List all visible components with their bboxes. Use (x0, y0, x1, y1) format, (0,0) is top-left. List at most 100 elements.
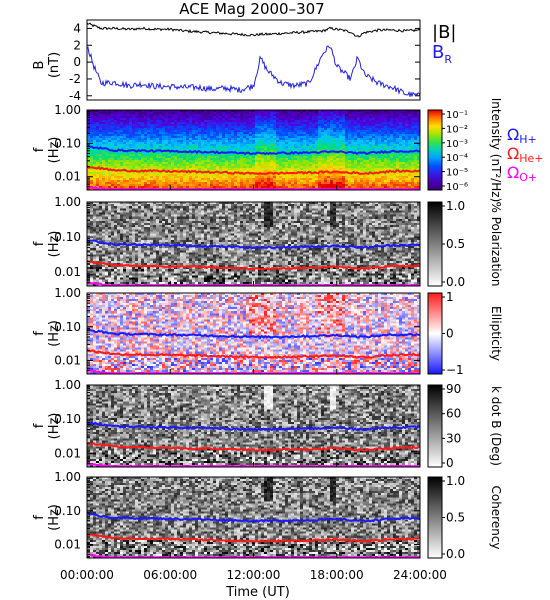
y-tick-label: -2 (69, 72, 81, 86)
colorbar-tick-label: 1.0 (446, 199, 465, 213)
y-axis-label-f: f (32, 515, 47, 520)
omega-o-sub: O+ (519, 171, 537, 184)
colorbar-tick-label: 10⁻⁴ (446, 153, 468, 164)
colorbar-tick-label: 0.0 (446, 275, 465, 289)
y-axis-label-f: f (32, 147, 47, 152)
colorbar (427, 292, 443, 375)
y-tick-label: 0.10 (54, 504, 81, 518)
y-tick-label: 0.01 (54, 354, 81, 368)
omega-h-line (86, 512, 421, 524)
spectral-panels: 1.000.100.01f (Hz)10⁻¹10⁻²10⁻³10⁻⁴10⁻⁵10⁻… (32, 98, 503, 561)
colorbar-label: Ellipticity (489, 306, 503, 361)
panel-frame (86, 19, 421, 101)
omega-h-line (86, 145, 421, 156)
colorbar-tick-label: 1.0 (446, 474, 465, 488)
omega-symbol: Ω (507, 125, 519, 144)
y-axis-label-unit: (Hz) (47, 320, 62, 347)
colorbar-tick-label: 0 (446, 327, 454, 341)
y-axis-label-unit: (Hz) (47, 137, 62, 164)
y-tick-label: 0.10 (54, 412, 81, 426)
omega-he-line (86, 349, 421, 359)
panel-power-spectrum: 1.00 0.10 0.01 f (Hz) 10⁻¹ 10⁻² 10⁻³ 10⁻⁴ 10⁻⁵ 10⁻… (32, 98, 503, 203)
colorbar-tick-label: 10⁻⁶ (446, 182, 468, 193)
y-tick-label: 0 (73, 55, 81, 69)
y-tick-label: 0.01 (54, 265, 81, 279)
colorbar-label: Coherency (489, 485, 503, 549)
colorbar (427, 201, 443, 287)
legend-B-R-letter: B (432, 42, 444, 63)
y-tick-label: 0.01 (54, 446, 81, 460)
legend-B-R: BR (432, 42, 452, 66)
gyrofrequency-legend: ΩH+ ΩHe+ ΩO+ (507, 125, 544, 184)
colorbar-tick-label: 30 (446, 431, 461, 445)
omega-symbol: Ω (507, 144, 519, 163)
y-axis-label-unit: (Hz) (47, 504, 62, 531)
x-tick-label: 12:00:00 (227, 568, 281, 582)
omega-he-line (86, 165, 421, 176)
omega-he-line (86, 441, 421, 453)
y-axis-label-f: f (32, 331, 47, 336)
omega-symbol: Ω (507, 163, 519, 182)
y-tick-label: 0.10 (54, 320, 81, 334)
panel-k-dot-b: 1.00 0.10 0.01 f (Hz) 90 60 30 0 k dot B (Deg) (32, 378, 503, 470)
y-tick-label: 1.00 (54, 286, 81, 300)
colorbar-label: k dot B (Deg) (489, 386, 503, 466)
legend-B-R-sub: R (444, 53, 452, 66)
x-tick-label: 18:00:00 (310, 568, 364, 582)
omega-he-sub: He+ (519, 152, 543, 165)
series-B-total (86, 22, 421, 38)
legend-omega-he: ΩHe+ (507, 144, 544, 165)
panel-polarization: 1.00 0.10 0.01 f (Hz) 1.0 0.5 0.0 % Polarization (32, 195, 503, 289)
y-tick-label: 0.10 (54, 230, 81, 244)
colorbar-tick-label: 90 (446, 382, 461, 396)
figure-title: ACE Mag 2000–307 (179, 0, 324, 18)
colorbar-label: Intensity (nT²/Hz) (489, 98, 503, 203)
y-axis-label-unit: (Hz) (47, 413, 62, 440)
omega-h-sub: H+ (519, 133, 537, 146)
x-axis-label: Time (UT) (225, 585, 290, 600)
x-tick-label: 00:00:00 (60, 568, 114, 582)
legend-omega-h: ΩH+ (507, 125, 537, 146)
y-tick-label: 2 (73, 38, 81, 52)
x-tick-label: 06:00:00 (143, 568, 197, 582)
y-axis-label-f: f (32, 423, 47, 428)
omega-he-line (86, 260, 421, 271)
y-axis-label-B: B (32, 61, 47, 70)
x-tick-label: 24:00:00 (393, 568, 447, 582)
colorbar (427, 476, 443, 559)
omega-he-line (86, 533, 421, 544)
spectrogram-image (87, 110, 420, 190)
y-axis-label-unit: (Hz) (47, 231, 62, 258)
colorbar-tick-label: 10⁻¹ (446, 110, 468, 121)
colorbar-tick-label: 60 (446, 407, 461, 421)
y-axis-label-unit: (nT) (47, 52, 62, 78)
legend-B-total: |B| (432, 22, 456, 43)
colorbar-tick-label: 10⁻² (446, 124, 468, 135)
colorbar-tick-label: 0.0 (446, 547, 465, 561)
field-lines (86, 22, 421, 97)
series-B-R (86, 45, 421, 97)
colorbar-tick-label: −1 (446, 363, 464, 377)
x-axis-tick-labels: 00:00:00 06:00:00 12:00:00 18:00:00 24:00:00 (60, 568, 447, 582)
y-tick-label: 0.01 (54, 538, 81, 552)
y-tick-label: 1.00 (54, 103, 81, 117)
omega-h-line (86, 239, 421, 250)
panel-coherency: 1.00 0.10 0.01 f (Hz) 1.0 0.5 0.0 Coherency (32, 470, 503, 561)
colorbar (427, 109, 443, 191)
omega-h-line (86, 328, 421, 340)
y-tick-label: 0.01 (54, 170, 81, 184)
colorbar-tick-label: 10⁻³ (446, 139, 468, 150)
legend-omega-o: ΩO+ (507, 163, 537, 184)
y-axis-ticks: 4 2 0 -2 -4 (69, 21, 420, 103)
colorbar-tick-label: 0.5 (446, 511, 465, 525)
y-tick-label: 1.00 (54, 470, 81, 484)
colorbar-tick-label: 0.5 (446, 237, 465, 251)
colorbar-tick-label: 10⁻⁵ (446, 168, 468, 179)
panel-magnetic-field: 420-2-4 B (nT) |B| BR (32, 19, 456, 103)
y-tick-label: 0.10 (54, 136, 81, 150)
colorbar (427, 384, 443, 468)
y-tick-label: 1.00 (54, 195, 81, 209)
y-axis-label-f: f (32, 241, 47, 246)
y-tick-label: 1.00 (54, 378, 81, 392)
